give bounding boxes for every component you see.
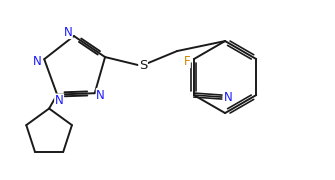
Text: N: N xyxy=(96,89,105,102)
Text: F: F xyxy=(184,55,190,68)
Text: N: N xyxy=(223,91,232,104)
Text: S: S xyxy=(139,58,147,72)
Text: N: N xyxy=(33,55,42,68)
Text: N: N xyxy=(64,26,72,39)
Text: N: N xyxy=(55,94,63,107)
